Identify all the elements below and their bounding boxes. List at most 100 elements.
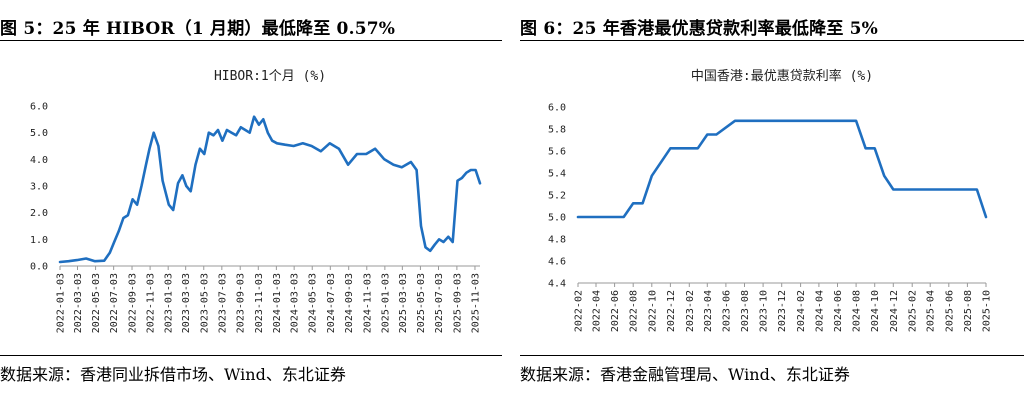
x-tick-label: 2025-07-03 <box>434 273 445 333</box>
data-point <box>221 140 223 142</box>
data-point <box>623 216 625 218</box>
x-tick-label: 2023-01-03 <box>164 273 175 333</box>
data-point <box>883 175 885 177</box>
data-point <box>109 252 111 254</box>
x-tick-label: 2023-09-03 <box>236 273 247 333</box>
data-point <box>577 216 579 218</box>
data-point <box>276 142 278 144</box>
data-point <box>383 158 385 160</box>
data-point <box>438 238 440 240</box>
x-tick-label: 2022-11-03 <box>146 273 157 333</box>
data-point <box>669 147 671 149</box>
data-point <box>168 204 170 206</box>
data-point <box>249 132 251 134</box>
x-tick-label: 2025-04 <box>926 290 937 332</box>
y-tick-label: 5.0 <box>548 213 566 224</box>
bottom-rule <box>0 355 502 356</box>
data-point <box>855 120 857 122</box>
x-tick-label: 2023-05-03 <box>199 273 210 333</box>
data-point <box>392 164 394 166</box>
x-tick-label: 2024-05-03 <box>308 273 319 333</box>
x-tick-label: 2022-05-03 <box>91 273 102 333</box>
data-point <box>271 140 273 142</box>
y-tick-label: 5.2 <box>548 191 566 202</box>
x-tick-label: 2022-08 <box>629 290 640 332</box>
x-tick-label: 2022-03-03 <box>73 273 84 333</box>
data-point <box>976 188 978 190</box>
x-tick-label: 2022-07-03 <box>109 273 120 333</box>
x-tick-label: 2023-11-03 <box>254 273 265 333</box>
data-point <box>329 142 331 144</box>
x-tick-label: 2025-08 <box>963 290 974 332</box>
data-point <box>465 172 467 174</box>
data-point <box>356 153 358 155</box>
data-point <box>338 148 340 150</box>
data-point <box>226 129 228 131</box>
data-point <box>461 177 463 179</box>
data-point <box>244 129 246 131</box>
data-point <box>415 169 417 171</box>
y-tick-label: 6.0 <box>548 103 566 114</box>
x-tick-label: 2022-04 <box>591 290 602 332</box>
figure-title: 图 5：25 年 HIBOR（1 月期）最低降至 0.57% <box>0 19 396 39</box>
hibor-line-chart: HIBOR:1个月 (%) 0.0 1.0 2.0 3.0 4.0 5.0 6.0 2022-0… <box>30 69 482 333</box>
y-tick-label: 5.6 <box>548 147 566 158</box>
data-point <box>410 161 412 163</box>
data-point <box>148 148 150 150</box>
x-tick-label: 2025-01-03 <box>380 273 391 333</box>
x-tick-label: 2023-03-03 <box>181 273 192 333</box>
data-point <box>452 241 454 243</box>
x-tick-label: 2022-10 <box>647 290 658 332</box>
data-point <box>253 116 255 118</box>
data-point <box>474 169 476 171</box>
data-point <box>203 153 205 155</box>
data-point <box>985 216 987 218</box>
y-tick-label: 4.6 <box>548 257 566 268</box>
x-tick-label: 2024-04 <box>814 290 825 332</box>
x-tick-label: 2023-08 <box>740 290 751 332</box>
data-point <box>190 190 192 192</box>
y-tick-label: 6.0 <box>30 102 48 113</box>
prime-rate-line-chart: 中国香港:最优惠贷款利率 (%) 4.4 4.6 4.8 5.0 5.2 5.4 5.6 5.8… <box>548 68 993 332</box>
y-tick-label: 4.0 <box>30 155 48 166</box>
data-point <box>456 180 458 182</box>
x-tick-label: 2025-02 <box>908 290 919 332</box>
data-point <box>434 244 436 246</box>
data-point <box>715 133 717 135</box>
chart-title: HIBOR:1个月 (%) <box>214 69 326 84</box>
data-point <box>153 132 155 134</box>
series-line <box>576 119 988 219</box>
y-tick-label: 3.0 <box>30 182 48 193</box>
data-point <box>957 188 959 190</box>
x-tick-label: 2024-01-03 <box>272 273 283 333</box>
x-tick-label: 2023-04 <box>703 290 714 332</box>
x-tick-label: 2025-10 <box>982 290 993 332</box>
data-point <box>131 198 133 200</box>
data-point <box>161 180 163 182</box>
data-point <box>632 202 634 204</box>
data-point <box>194 164 196 166</box>
data-point <box>347 164 349 166</box>
data-point <box>442 241 444 243</box>
data-point <box>310 145 312 147</box>
y-tick-label: 5.8 <box>548 125 566 136</box>
x-tick-label: 2024-02 <box>796 290 807 332</box>
data-point <box>706 133 708 135</box>
x-tick-label: 2022-09-03 <box>128 273 139 333</box>
data-point <box>172 209 174 211</box>
x-tick-label: 2023-07-03 <box>217 273 228 333</box>
data-point <box>59 261 61 263</box>
x-tick-label: 2024-09-03 <box>344 273 355 333</box>
data-point <box>136 204 138 206</box>
y-tick-label: 4.4 <box>548 279 566 290</box>
y-tick-label: 2.0 <box>30 208 48 219</box>
y-tick-label: 5.0 <box>30 128 48 139</box>
data-point <box>212 134 214 136</box>
y-tick-label: 4.8 <box>548 235 566 246</box>
data-point <box>874 147 876 149</box>
x-tick-label: 2022-01-03 <box>56 273 67 333</box>
data-point <box>118 230 120 232</box>
data-point <box>67 260 69 262</box>
data-point <box>103 260 105 262</box>
data-point <box>208 132 210 134</box>
